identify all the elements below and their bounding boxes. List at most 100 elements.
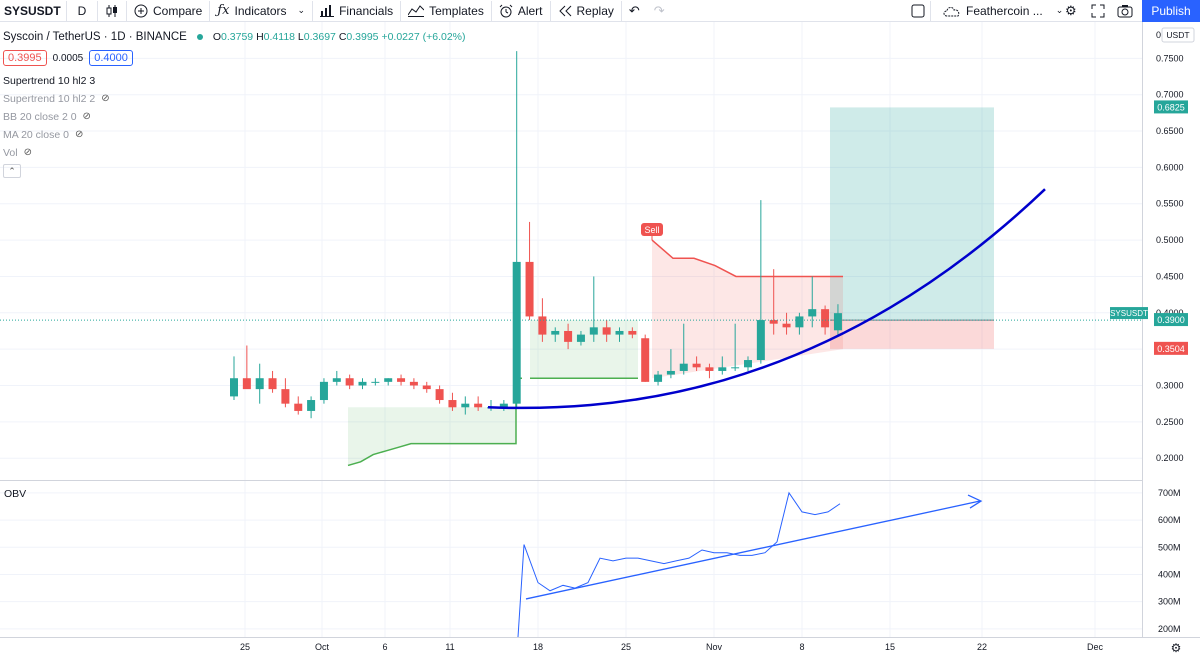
undo-button[interactable]: ↶ [622,0,647,22]
alert-button[interactable]: Alert [492,0,550,22]
fullscreen-button[interactable] [1084,0,1112,22]
candle-body [564,330,573,342]
indicator-vol[interactable]: Vol ⊘ [3,144,110,162]
compare-button[interactable]: Compare [127,0,209,22]
candle-body [409,381,418,386]
obv-tick-label: 200M [1158,624,1181,634]
chevron-up-icon: ⌃ [8,165,16,176]
candle-body [512,261,521,404]
time-tick-label: 22 [977,642,987,652]
candle-body [641,338,650,382]
indicator-bb[interactable]: BB 20 close 2 0 ⊘ [3,108,110,126]
candle-body [679,363,688,371]
redo-button[interactable]: ↷ [647,0,672,22]
parabolic-trendline [487,188,1046,410]
indicator-ma[interactable]: MA 20 close 0 ⊘ [3,126,110,144]
sell-signal-label: Sell [644,225,659,235]
candle-body [358,381,367,386]
replay-button[interactable]: Replay [551,0,621,22]
buy-price-button[interactable]: 0.4000 [89,50,133,66]
chart-style-button[interactable] [98,0,126,22]
templates-label: Templates [429,3,484,18]
candle-body [602,327,611,335]
candle-body [821,309,830,328]
eye-off-icon[interactable]: ⊘ [82,111,91,122]
interval-button[interactable]: D [77,3,87,18]
candle-body [281,389,290,404]
trendline-drawing [487,188,1046,410]
indicator-list: Supertrend 10 hl2 3 Supertrend 10 hl2 2 ⊘… [3,72,110,178]
price-tick-label: 0.6500 [1156,126,1184,136]
candle-body [345,378,354,386]
obv-tick-label: 700M [1158,488,1181,498]
divider [66,0,67,21]
snapshot-button[interactable] [1110,0,1140,22]
candle-body [268,378,277,390]
indicators-label: Indicators [234,3,287,18]
time-tick-label: Dec [1087,642,1104,652]
time-tick-label: 6 [382,642,387,652]
time-axis-bg [0,637,1200,660]
financials-button[interactable]: Financials [313,0,400,22]
symbol-title[interactable]: Syscoin / TetherUS · 1D · BINANCE [3,31,187,43]
price-tick-label: 0.2000 [1156,453,1184,463]
currency-button [1161,27,1195,43]
divider [490,0,492,21]
fullscreen-toggle[interactable] [904,0,932,22]
obv-pane [0,480,1200,638]
candle-body [833,313,842,331]
price-badge-text: 0.3900 [1157,315,1185,325]
undo-icon: ↶ [628,2,640,18]
time-tick-label: 25 [621,642,631,652]
sell-price-button[interactable]: 0.3995 [3,50,47,66]
candle-body [448,400,457,408]
indicators-button[interactable]: ƒx Indicators ⌄ [210,0,312,22]
expand-icon [1091,4,1105,18]
layout-selector[interactable]: Feathercoin ... ⌄ [936,0,1070,22]
candle-body [371,381,380,383]
candle-body [255,378,264,390]
chevron-down-icon: ⌄ [1055,5,1064,15]
candles-series [0,51,1142,419]
time-tick-label: Oct [315,642,330,652]
divider [209,0,211,21]
obv-tick-label: 400M [1158,569,1181,579]
symbol-search[interactable]: SYSUSDT [4,3,61,18]
price-tick-label: 0.7500 [1156,53,1184,63]
eye-off-icon[interactable]: ⊘ [101,93,110,104]
collapse-legend-button[interactable]: ⌃ [3,164,21,178]
eye-off-icon[interactable]: ⊘ [74,129,84,140]
candle-body [461,403,470,408]
axes: 0.8000USDT0.75000.70000.65000.60000.5500… [0,22,1200,660]
time-tick-label: 11 [445,642,454,652]
candle-body [769,320,778,324]
chevron-down-icon[interactable]: ⌄ [297,5,306,15]
candle-body [782,323,791,328]
publish-button[interactable]: Publish [1142,0,1200,22]
alert-label: Alert [517,3,543,18]
indicator-supertrend-3[interactable]: Supertrend 10 hl2 3 [3,75,96,87]
indicator-supertrend-2[interactable]: Supertrend 10 hl2 2 ⊘ [3,90,110,108]
settings-button[interactable]: ⚙ [1058,0,1084,22]
price-badge [1154,341,1188,355]
obv-tick-label: 500M [1158,542,1181,552]
eye-off-icon[interactable]: ⊘ [23,147,32,158]
market-status-dot [196,34,203,40]
camera-icon [1117,4,1133,18]
alarm-clock-icon [499,4,513,18]
obv-trendline [525,500,981,600]
candle-body [294,403,303,411]
candle-body [576,334,585,342]
compare-label: Compare [153,3,203,18]
candle-body [435,389,444,401]
price-tick-label: 0.7000 [1156,90,1184,100]
supertrend-up-line [347,377,522,467]
cloud-icon [943,5,961,17]
obv-line [517,491,841,638]
price-axis-bg [1142,22,1200,638]
templates-button[interactable]: Templates [401,0,491,22]
supertrend-down-fill [652,240,843,379]
obv-tick-label: 600M [1158,515,1181,525]
time-tick-label: 25 [240,642,250,652]
